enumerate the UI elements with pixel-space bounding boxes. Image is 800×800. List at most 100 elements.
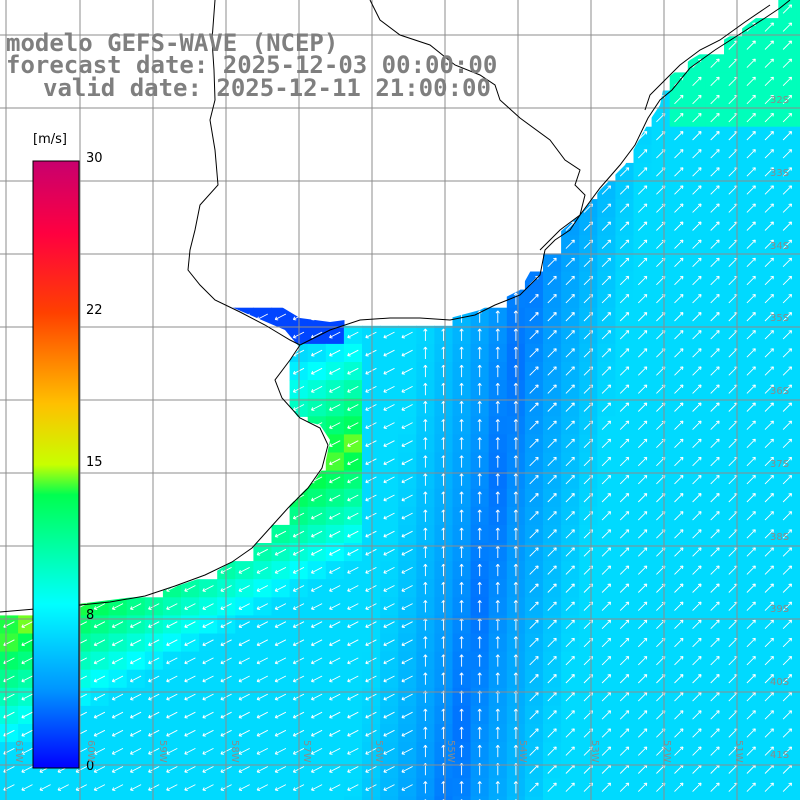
wind-arrow xyxy=(513,708,518,721)
wind-arrow xyxy=(459,672,464,685)
wind-arrow xyxy=(477,455,482,468)
wind-arrow xyxy=(692,257,702,268)
wind-arrow xyxy=(764,601,774,611)
wind-arrow xyxy=(347,422,359,429)
wind-arrow xyxy=(202,657,214,665)
wind-arrow xyxy=(746,257,756,268)
wind-arrow xyxy=(495,382,500,396)
field-cell xyxy=(742,796,761,800)
wind-arrow xyxy=(311,566,323,574)
model-title: modelo GEFS-WAVE (NCEP) xyxy=(6,29,339,57)
wind-arrow xyxy=(21,784,33,791)
wind-arrow xyxy=(746,312,756,322)
field-cell xyxy=(380,796,399,800)
wind-arrow xyxy=(547,674,557,684)
lat-label: 34S xyxy=(770,241,790,252)
wind-arrow xyxy=(619,275,630,286)
wind-arrow xyxy=(477,419,482,432)
wind-arrow xyxy=(710,221,720,231)
wind-arrow xyxy=(601,692,612,702)
wind-arrow xyxy=(764,94,774,105)
wind-arrow xyxy=(674,619,684,630)
wind-arrow xyxy=(238,729,250,737)
wind-arrow xyxy=(529,692,539,702)
wind-arrow xyxy=(21,675,33,683)
wind-arrow xyxy=(547,547,557,557)
field-cell xyxy=(778,796,797,800)
wind-arrow xyxy=(423,672,428,685)
field-cell xyxy=(796,18,800,37)
wind-arrow xyxy=(619,728,630,738)
wind-arrow xyxy=(692,746,702,756)
wind-arrow xyxy=(547,438,557,449)
wind-arrow xyxy=(274,729,287,737)
wind-arrow xyxy=(547,330,557,340)
wind-arrow xyxy=(619,547,630,557)
wind-arrow xyxy=(75,784,88,791)
wind-arrow xyxy=(513,491,518,504)
wind-arrow xyxy=(311,784,323,791)
wind-arrow xyxy=(459,527,464,540)
wind-arrow xyxy=(495,455,500,468)
wind-arrow xyxy=(529,728,539,738)
wind-arrow xyxy=(423,582,428,595)
wind-arrow xyxy=(637,167,648,177)
wind-arrow xyxy=(746,565,756,575)
wind-arrow xyxy=(674,674,684,684)
wind-arrow xyxy=(166,747,178,755)
wind-arrow xyxy=(459,636,464,649)
wind-arrow xyxy=(21,639,33,647)
wind-arrow xyxy=(746,438,756,449)
wind-arrow xyxy=(637,601,648,611)
wind-arrow xyxy=(764,40,774,50)
wind-arrow xyxy=(565,438,575,449)
wind-arrow xyxy=(513,310,518,323)
wind-arrow xyxy=(93,711,106,719)
field-cell xyxy=(796,398,800,417)
wind-arrow xyxy=(365,404,377,411)
wind-arrow xyxy=(329,385,341,393)
wind-arrow xyxy=(477,563,482,577)
wind-arrow xyxy=(365,476,377,484)
wind-arrow xyxy=(619,366,630,376)
wind-arrow xyxy=(782,511,793,521)
field-cell xyxy=(760,796,779,800)
wind-arrow xyxy=(21,621,33,629)
wind-arrow xyxy=(710,547,720,557)
field-cell xyxy=(796,343,800,363)
wind-arrow xyxy=(274,566,287,574)
wind-arrow xyxy=(547,293,557,304)
wind-arrow xyxy=(746,456,756,467)
wind-arrow xyxy=(692,366,702,376)
wind-arrow xyxy=(637,511,648,521)
wind-arrow xyxy=(529,366,539,376)
wind-arrow xyxy=(637,619,648,630)
wind-arrow xyxy=(495,672,500,685)
wind-arrow xyxy=(130,711,142,719)
wind-arrow xyxy=(401,548,413,556)
wind-arrow xyxy=(782,728,793,738)
wind-arrow xyxy=(383,784,395,791)
wind-arrow xyxy=(692,583,702,593)
wind-arrow xyxy=(401,729,413,737)
wind-arrow xyxy=(202,693,214,701)
wind-arrow xyxy=(495,346,500,359)
wind-arrow xyxy=(746,655,756,666)
wind-arrow xyxy=(764,438,774,449)
wind-arrow xyxy=(347,657,359,665)
wind-arrow xyxy=(619,402,630,412)
wind-arrow xyxy=(111,675,124,683)
wind-arrow xyxy=(238,585,250,592)
field-cell xyxy=(796,524,800,544)
wind-arrow xyxy=(619,384,630,394)
wind-arrow xyxy=(547,565,557,575)
wind-arrow xyxy=(565,366,575,376)
wind-arrow xyxy=(513,726,518,739)
wind-arrow xyxy=(782,547,793,557)
wind-arrow xyxy=(637,185,648,195)
wind-arrow xyxy=(477,527,482,540)
wind-arrow xyxy=(401,440,413,448)
wind-arrow xyxy=(619,619,630,630)
wind-arrow xyxy=(166,729,178,737)
field-cell xyxy=(796,108,800,128)
